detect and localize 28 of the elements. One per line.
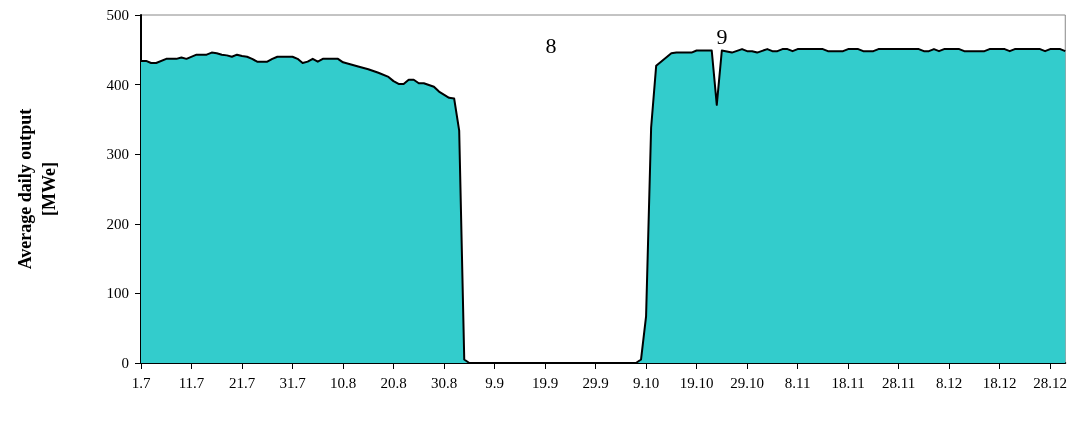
x-tick-label: 31.7 xyxy=(279,374,307,391)
x-tick-label: 9.10 xyxy=(632,374,660,391)
x-tick-label: 18.12 xyxy=(982,374,1017,391)
annotation: 8 xyxy=(545,32,557,58)
x-tick-label: 29.10 xyxy=(730,374,764,391)
x-tick-label: 19.9 xyxy=(531,374,559,391)
x-tick-label: 28.11 xyxy=(882,374,916,391)
y-tick-label: 400 xyxy=(106,76,129,93)
x-tick-label: 20.8 xyxy=(380,374,407,391)
x-tick-label: 11.7 xyxy=(178,374,205,391)
x-tick-label: 9.9 xyxy=(485,374,504,391)
x-tick-label: 10.8 xyxy=(329,374,357,391)
y-tick-label: 200 xyxy=(106,215,129,232)
x-tick-label: 28.12 xyxy=(1033,374,1067,391)
x-tick-label: 8.12 xyxy=(935,374,963,391)
y-tick-label: 500 xyxy=(106,7,129,23)
y-tick-label: 300 xyxy=(106,146,129,163)
x-tick-label: 29.9 xyxy=(582,374,609,391)
y-tick-label: 100 xyxy=(106,285,129,302)
x-tick-label: 21.7 xyxy=(228,374,256,391)
y-axis-title: Average daily output [MWe] xyxy=(15,108,59,270)
x-tick-label: 1.7 xyxy=(131,374,151,391)
x-tick-label: 8.11 xyxy=(784,374,811,391)
x-tick-label: 30.8 xyxy=(430,374,458,391)
annotation: 9 xyxy=(716,23,728,49)
y-tick-label: 0 xyxy=(121,355,129,371)
x-tick-label: 19.10 xyxy=(679,374,714,391)
x-tick-label: 18.11 xyxy=(831,374,865,391)
